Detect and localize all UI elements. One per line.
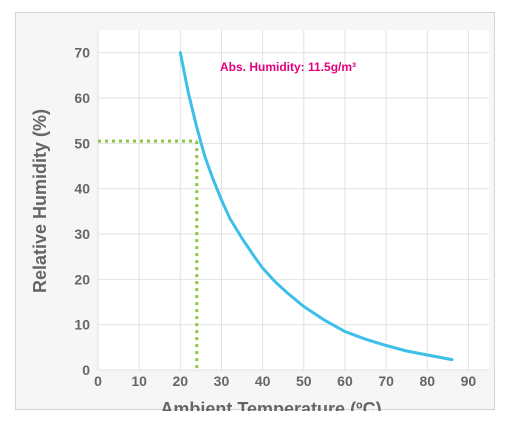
x-axis-title: Ambient Temperature (ºC) [160,399,381,411]
y-tick-label: 20 [74,271,90,287]
y-tick-label: 60 [74,90,90,106]
x-tick-label: 80 [419,373,435,389]
x-tick-label: 70 [378,373,394,389]
y-tick-label: 70 [74,45,90,61]
x-tick-label: 20 [173,373,189,389]
grid-lines [97,30,489,371]
y-tick-label: 50 [74,135,90,151]
y-tick-label: 10 [74,317,90,333]
x-tick-label: 90 [461,373,477,389]
y-tick-label: 0 [82,362,90,378]
x-tick-label: 50 [296,373,312,389]
x-tick-labels: 0 10 20 30 40 50 60 70 80 90 [94,373,476,389]
y-tick-label: 30 [74,226,90,242]
x-tick-label: 60 [337,373,353,389]
x-tick-label: 0 [94,373,102,389]
x-tick-label: 10 [131,373,147,389]
x-tick-label: 40 [255,373,271,389]
reference-lines [98,139,199,370]
y-axis-title: Relative Humidity (%) [30,109,50,293]
x-tick-label: 30 [214,373,230,389]
chart-frame: 0 10 20 30 40 50 60 70 80 90 0 10 20 30 40 50 60 70 Abs.… [15,12,495,411]
y-tick-label: 40 [74,181,90,197]
humidity-chart: 0 10 20 30 40 50 60 70 80 90 0 10 20 30 40 50 60 70 Abs.… [30,30,489,411]
annotation-label: Abs. Humidity: 11.5g/m³ [220,60,356,74]
plot-area [98,30,489,370]
y-tick-labels: 0 10 20 30 40 50 60 70 [74,45,90,378]
series-line [178,51,454,362]
